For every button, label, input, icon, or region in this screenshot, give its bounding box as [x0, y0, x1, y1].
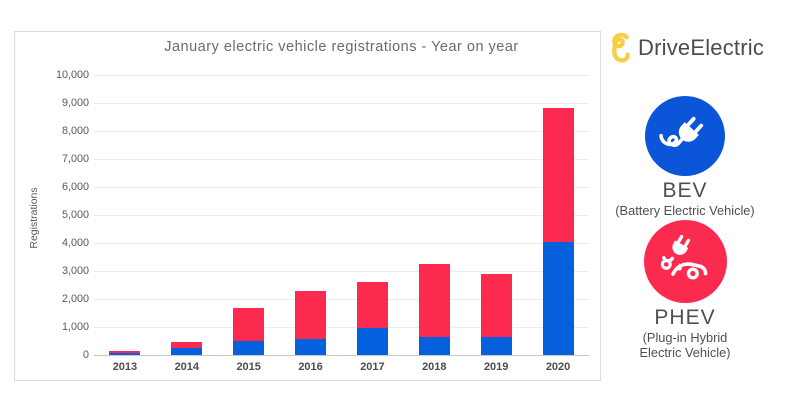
bev-sublabel: (Battery Electric Vehicle)	[615, 203, 755, 218]
bar-segment-phev-2018	[418, 263, 450, 338]
bar-segment-bev-2019	[480, 337, 512, 355]
gridline-1000	[94, 327, 589, 328]
y-tick-label-9000: 9,000	[61, 97, 89, 109]
bar-segment-bev-2017	[356, 327, 388, 355]
bev-icon	[645, 96, 725, 176]
gridline-0	[94, 355, 589, 356]
x-label-2018: 2018	[422, 361, 447, 373]
bar-2015	[218, 75, 280, 355]
bar-segment-phev-2014	[171, 342, 203, 348]
logo-text: DriveElectric	[638, 34, 765, 60]
bar-2019	[465, 75, 527, 355]
bar-segment-phev-2016	[295, 291, 327, 339]
chart-title: January electric vehicle registrations -…	[164, 39, 519, 55]
bar-stack-2015	[233, 307, 265, 355]
bar-segment-bev-2020	[542, 241, 574, 355]
bar-segment-phev-2013	[109, 350, 141, 353]
y-tick-label-1000: 1,000	[61, 321, 89, 333]
x-label-2020: 2020	[545, 361, 571, 373]
logo-cable-e-icon	[612, 32, 630, 63]
x-label-2019: 2019	[483, 361, 509, 373]
driveelectric-logo: DriveElectric	[606, 30, 764, 65]
bar-segment-bev-2018	[418, 337, 450, 355]
y-tick-label-0: 0	[82, 349, 89, 361]
bar-stack-2020	[542, 107, 574, 355]
bar-segment-bev-2016	[295, 338, 327, 355]
bar-stack-2017	[356, 282, 388, 355]
bar-segment-phev-2020	[542, 107, 574, 242]
gridline-8000	[94, 131, 589, 132]
x-label-2016: 2016	[298, 361, 323, 373]
y-tick-label-6000: 6,000	[61, 181, 89, 193]
x-axis-labels: 2013 2014 2015 2016 2017 2018 2019 2020	[94, 361, 589, 373]
bar-segment-phev-2019	[480, 274, 512, 338]
bar-segment-phev-2015	[233, 307, 265, 341]
y-tick-label-8000: 8,000	[61, 125, 89, 137]
y-tick-label-3000: 3,000	[61, 265, 89, 277]
plug-car-icon	[660, 234, 708, 280]
x-label-2014: 2014	[174, 361, 200, 373]
gridline-5000	[94, 215, 589, 216]
y-tick-label-10000: 10,000	[55, 69, 89, 81]
y-tick-label-5000: 5,000	[61, 209, 89, 221]
bar-segment-bev-2013	[109, 352, 141, 355]
gridline-7000	[94, 159, 589, 160]
bar-2014	[156, 75, 218, 355]
bev-label: BEV	[662, 179, 708, 202]
bar-2016	[280, 75, 342, 355]
legend-item-bev: BEV (Battery Electric Vehicle)	[601, 96, 769, 219]
legend-item-phev: PHEV (Plug-in Hybrid Electric Vehicle)	[601, 220, 769, 360]
plug-icon	[659, 116, 704, 147]
phev-sublabel: (Plug-in Hybrid Electric Vehicle)	[639, 330, 731, 360]
bar-segment-bev-2014	[171, 347, 203, 355]
y-tick-label-4000: 4,000	[61, 237, 89, 249]
gridline-10000	[94, 75, 589, 76]
y-tick-label-7000: 7,000	[61, 153, 89, 165]
bar-stack-2019	[480, 274, 512, 355]
phev-icon	[643, 220, 727, 303]
gridline-3000	[94, 271, 589, 272]
chart-panel: January electric vehicle registrations -…	[14, 31, 601, 381]
y-tick-label-2000: 2,000	[61, 293, 89, 305]
gridline-4000	[94, 243, 589, 244]
bar-stack-2014	[171, 342, 203, 355]
bar-2013	[94, 75, 156, 355]
bar-2020	[527, 75, 589, 355]
bar-2018	[403, 75, 465, 355]
y-axis-ticks: 0 1,000 2,000 3,000 4,000 5,000 6,000 7,000 8,00…	[15, 69, 89, 361]
bar-segment-phev-2017	[356, 282, 388, 328]
gridline-6000	[94, 187, 589, 188]
bar-2017	[342, 75, 404, 355]
gridline-2000	[94, 299, 589, 300]
phev-label: PHEV	[654, 306, 716, 329]
plot-area	[94, 75, 589, 356]
bars-container	[94, 75, 589, 355]
x-label-2013: 2013	[112, 361, 138, 373]
bar-stack-2018	[418, 263, 450, 355]
bar-segment-bev-2015	[233, 340, 265, 355]
gridline-9000	[94, 103, 589, 104]
x-label-2017: 2017	[360, 361, 385, 373]
x-label-2015: 2015	[236, 361, 261, 373]
bar-stack-2016	[295, 291, 327, 355]
bar-stack-2013	[109, 350, 141, 355]
